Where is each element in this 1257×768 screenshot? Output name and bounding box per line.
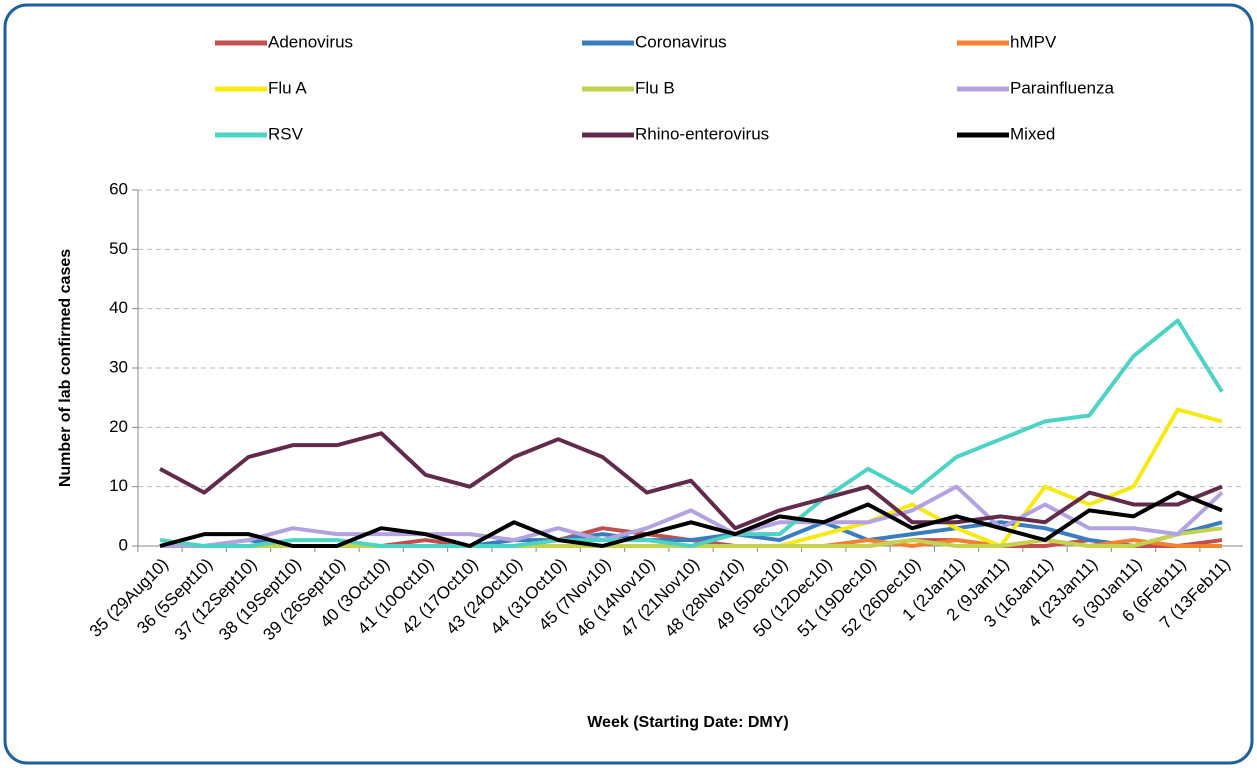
series-line <box>159 490 1223 548</box>
y-tick-label: 0 <box>119 535 128 554</box>
y-tick-label: 20 <box>109 417 128 436</box>
legend-label: Adenovirus <box>268 32 353 51</box>
legend-label: Flu A <box>268 78 307 97</box>
y-tick-label: 60 <box>109 179 128 198</box>
y-axis-title: Number of lab confirmed cases <box>57 249 74 487</box>
legend-label: Coronavirus <box>635 32 727 51</box>
legend-label: hMPV <box>1010 32 1057 51</box>
series-line <box>159 318 1224 548</box>
y-tick-label: 30 <box>109 357 128 376</box>
legend-label: Rhino-enterovirus <box>635 124 769 143</box>
legend-label: Mixed <box>1010 124 1055 143</box>
legend-label: Parainfluenza <box>1010 78 1115 97</box>
legend-label: RSV <box>268 124 304 143</box>
frame <box>3 3 1254 765</box>
y-tick-label: 10 <box>109 476 128 495</box>
y-tick-label: 50 <box>109 239 128 258</box>
x-axis-title: Week (Starting Date: DMY) <box>587 714 789 731</box>
series-line <box>159 431 1223 531</box>
legend-label: Flu B <box>635 78 675 97</box>
series-line <box>160 484 1224 548</box>
y-tick-label: 40 <box>109 298 128 317</box>
